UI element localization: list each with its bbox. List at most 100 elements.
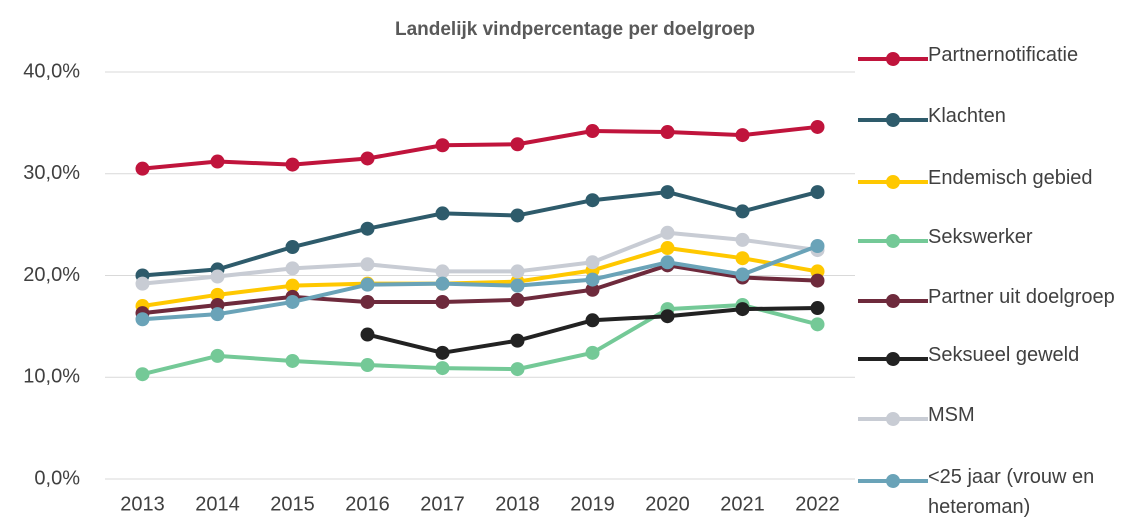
data-point: [210, 154, 225, 169]
data-point: [285, 353, 300, 368]
data-point: [510, 137, 525, 152]
data-point: [735, 267, 750, 282]
data-point: [585, 313, 600, 328]
legend-label: Sekswerker: [928, 226, 1033, 248]
data-point: [660, 309, 675, 324]
x-tick-label: 2016: [345, 493, 390, 515]
legend-swatch: [858, 474, 928, 488]
data-point: [360, 221, 375, 236]
x-tick-label: 2020: [645, 493, 690, 515]
data-point: [285, 240, 300, 255]
y-tick-label: 20,0%: [23, 264, 80, 286]
series-line: [142, 303, 818, 377]
legend-swatch: [858, 294, 928, 308]
legend-label: Partner uit doelgroep: [928, 286, 1115, 308]
data-point: [210, 269, 225, 284]
data-point: [285, 261, 300, 276]
data-point: [735, 232, 750, 247]
data-point: [135, 312, 150, 327]
data-point: [735, 302, 750, 317]
data-point: [810, 238, 825, 253]
x-tick-label: 2021: [720, 493, 765, 515]
data-point: [435, 264, 450, 279]
series-line: [142, 190, 818, 278]
data-point: [135, 276, 150, 291]
data-point: [585, 282, 600, 297]
legend-swatch: [858, 52, 928, 66]
y-tick-label: 10,0%: [23, 366, 80, 388]
plot: Landelijk vindpercentage per doelgroep 0…: [23, 19, 855, 515]
y-tick-label: 40,0%: [23, 60, 80, 82]
y-tick-label: 0,0%: [34, 467, 80, 489]
x-tick-label: 2017: [420, 493, 465, 515]
data-point: [435, 138, 450, 153]
legend-label: Endemisch gebied: [928, 167, 1093, 189]
series-line: [142, 244, 819, 322]
data-point: [660, 185, 675, 200]
series-line: [142, 246, 818, 309]
data-point: [810, 185, 825, 200]
data-point: [210, 307, 225, 322]
data-point: [360, 151, 375, 166]
data-point: [285, 278, 300, 293]
data-point: [135, 161, 150, 176]
x-tick-label: 2019: [570, 493, 615, 515]
data-point: [435, 294, 450, 309]
data-point: [660, 255, 675, 270]
data-point: [810, 317, 825, 332]
legend-label: Klachten: [928, 105, 1006, 127]
chart-title: Landelijk vindpercentage per doelgroep: [395, 19, 755, 40]
data-point: [735, 251, 750, 266]
legend-label: <25 jaar (vrouw en heteroman): [928, 466, 1095, 518]
legend-swatch: [858, 175, 928, 189]
data-point: [660, 241, 675, 256]
data-point: [510, 278, 525, 293]
data-point: [510, 333, 525, 348]
legend-swatch: [858, 234, 928, 248]
data-point: [660, 225, 675, 240]
data-point: [585, 345, 600, 360]
data-point: [735, 204, 750, 219]
data-point: [435, 206, 450, 221]
data-point: [810, 301, 825, 316]
data-point: [810, 119, 825, 134]
data-point: [585, 272, 600, 287]
legend-swatch: [858, 352, 928, 366]
data-point: [435, 276, 450, 291]
data-point: [210, 287, 225, 302]
legend: Partnernotificatie Klachten Endemisch gebi…: [858, 0, 1146, 523]
data-point: [510, 362, 525, 377]
data-point: [585, 124, 600, 139]
data-point: [585, 193, 600, 208]
data-point: [285, 294, 300, 309]
data-point: [660, 125, 675, 140]
data-point: [360, 257, 375, 272]
data-point: [360, 327, 375, 342]
data-point: [510, 292, 525, 307]
legend-label: MSM: [928, 404, 975, 426]
data-point: [135, 367, 150, 382]
y-tick-label: 30,0%: [23, 162, 80, 184]
data-point: [360, 277, 375, 292]
series-line: [142, 263, 818, 316]
data-point: [735, 128, 750, 143]
series-line: [142, 230, 818, 286]
data-point: [285, 157, 300, 172]
data-point: [585, 255, 600, 270]
legend-label: Partnernotificatie: [928, 44, 1079, 66]
x-tick-label: 2014: [195, 493, 240, 515]
x-tick-label: 2022: [795, 493, 840, 515]
data-point: [210, 348, 225, 363]
data-point: [510, 208, 525, 223]
series-line: [142, 124, 818, 171]
legend-swatch: [858, 113, 928, 127]
data-point: [810, 273, 825, 288]
data-point: [510, 264, 525, 279]
data-point: [360, 294, 375, 309]
legend-label: Seksueel geweld: [928, 344, 1080, 366]
legend-swatch: [858, 412, 928, 426]
x-tick-label: 2015: [270, 493, 315, 515]
x-tick-label: 2018: [495, 493, 540, 515]
x-tick-label: 2013: [120, 493, 165, 515]
